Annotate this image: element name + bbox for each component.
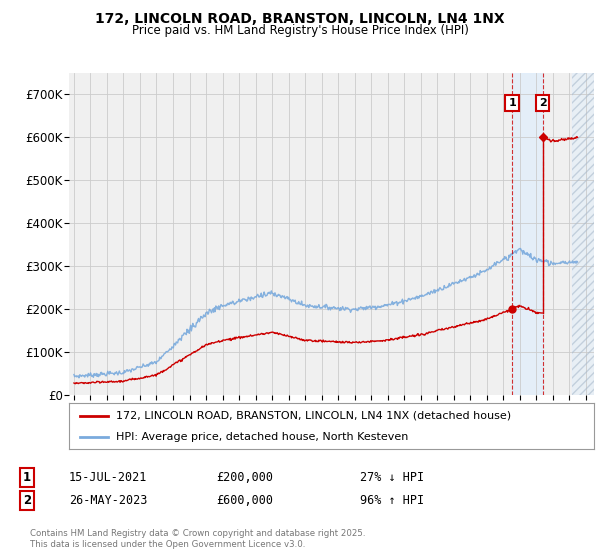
Text: Price paid vs. HM Land Registry's House Price Index (HPI): Price paid vs. HM Land Registry's House … <box>131 24 469 37</box>
Text: 27% ↓ HPI: 27% ↓ HPI <box>360 470 424 484</box>
Text: 1: 1 <box>508 98 516 108</box>
Text: 15-JUL-2021: 15-JUL-2021 <box>69 470 148 484</box>
Text: 1: 1 <box>23 470 31 484</box>
Text: HPI: Average price, detached house, North Kesteven: HPI: Average price, detached house, Nort… <box>116 432 409 442</box>
Bar <box>572 73 594 395</box>
Text: £200,000: £200,000 <box>216 470 273 484</box>
Text: 2: 2 <box>539 98 547 108</box>
Text: 172, LINCOLN ROAD, BRANSTON, LINCOLN, LN4 1NX: 172, LINCOLN ROAD, BRANSTON, LINCOLN, LN… <box>95 12 505 26</box>
Text: 172, LINCOLN ROAD, BRANSTON, LINCOLN, LN4 1NX (detached house): 172, LINCOLN ROAD, BRANSTON, LINCOLN, LN… <box>116 410 511 421</box>
Bar <box>572 73 594 395</box>
Text: 2: 2 <box>23 493 31 507</box>
Text: 96% ↑ HPI: 96% ↑ HPI <box>360 493 424 507</box>
Text: Contains HM Land Registry data © Crown copyright and database right 2025.
This d: Contains HM Land Registry data © Crown c… <box>30 529 365 549</box>
Text: 26-MAY-2023: 26-MAY-2023 <box>69 493 148 507</box>
Text: £600,000: £600,000 <box>216 493 273 507</box>
Bar <box>512 73 543 395</box>
